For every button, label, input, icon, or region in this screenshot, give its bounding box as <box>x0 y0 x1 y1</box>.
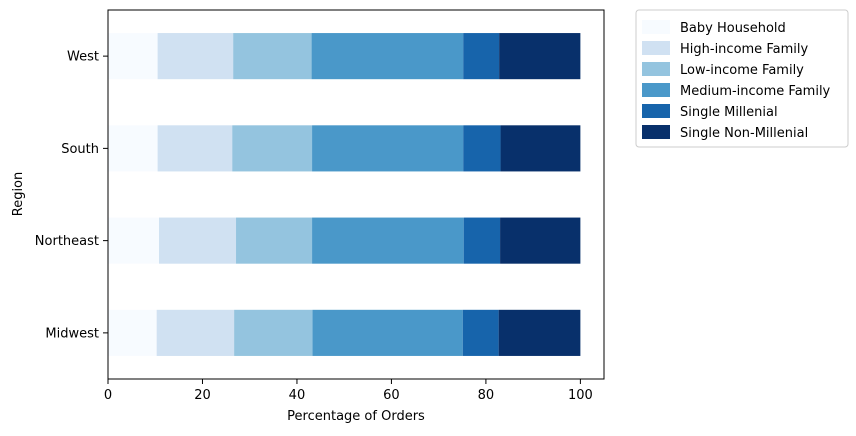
legend-label: Baby Household <box>680 21 786 36</box>
legend-label: Single Millenial <box>680 105 778 120</box>
bar-segment <box>108 309 157 356</box>
bar-segment <box>463 33 500 80</box>
legend-swatch <box>642 104 670 118</box>
bar-segment <box>156 309 235 356</box>
bar-segment <box>159 217 237 264</box>
bar-segment <box>499 33 581 80</box>
bar-segment <box>500 125 581 172</box>
y-axis-ticks: West South Northeast Midwest <box>35 50 108 341</box>
bar-segment <box>463 125 501 172</box>
bar-segment <box>108 33 158 80</box>
legend-label: Low-income Family <box>680 63 804 78</box>
bar-segment <box>311 33 464 80</box>
bar-segment <box>157 33 234 80</box>
legend-swatch <box>642 41 670 55</box>
x-tick-label: 100 <box>568 388 593 403</box>
x-tick-label: 60 <box>383 388 400 403</box>
x-tick-label: 20 <box>194 388 211 403</box>
bar-segment <box>500 217 581 264</box>
legend-swatch <box>642 62 670 76</box>
y-tick-label: Midwest <box>45 326 99 341</box>
legend-swatch <box>642 20 670 34</box>
bar-segment <box>234 309 313 356</box>
y-tick-label: Northeast <box>35 234 99 249</box>
y-axis-label: Region <box>11 172 26 217</box>
legend-label: Medium-income Family <box>680 84 831 99</box>
legend-label: High-income Family <box>680 42 808 57</box>
legend-swatch <box>642 125 670 139</box>
bar-segment <box>108 217 160 264</box>
y-tick-label: West <box>67 50 99 65</box>
legend-label: Single Non-Millenial <box>680 126 808 141</box>
legend-frame <box>635 9 849 148</box>
legend-swatch <box>642 83 670 97</box>
bar-segment <box>236 217 313 264</box>
bar-segment <box>157 125 233 172</box>
bar-segment <box>462 309 499 356</box>
bar-segment <box>463 217 501 264</box>
bar-segment <box>312 125 464 172</box>
bars-layer <box>108 33 581 356</box>
x-axis-ticks: 0 20 40 60 80 100 <box>104 379 593 403</box>
y-tick-label: South <box>61 142 99 157</box>
bar-segment <box>233 33 312 80</box>
plot-frame <box>107 9 605 380</box>
bar-segment <box>108 125 158 172</box>
x-tick-label: 40 <box>289 388 306 403</box>
bar-segment <box>232 125 313 172</box>
legend: Baby Household High-income Family Low-inco… <box>635 9 849 148</box>
bar-segment <box>498 309 581 356</box>
x-axis-label: Percentage of Orders <box>287 409 425 424</box>
bar-segment <box>312 309 463 356</box>
x-tick-label: 80 <box>478 388 495 403</box>
bar-segment <box>312 217 464 264</box>
x-tick-label: 0 <box>104 388 112 403</box>
